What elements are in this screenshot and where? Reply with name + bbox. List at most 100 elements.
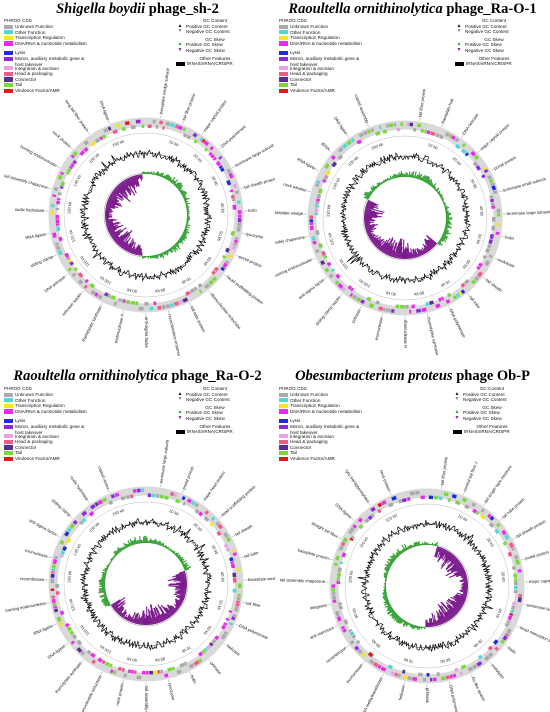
cds-arrow <box>97 657 103 663</box>
gc-skew-negative-bar <box>105 210 114 213</box>
kb-tick-label: 130 kb <box>66 201 72 215</box>
gc-skew-negative-bar <box>370 237 377 242</box>
gc-skew-positive-bar <box>98 587 106 590</box>
cds-arrow <box>53 605 58 609</box>
gc-skew-negative-bar <box>436 615 442 625</box>
cds-arrow <box>438 496 443 501</box>
legend-label: Head & packaging <box>15 71 53 77</box>
cds-arrow <box>165 121 171 127</box>
gc-skew-negative-bar <box>440 611 448 623</box>
gc-skew-positive-bar <box>160 172 163 177</box>
gc-skew-positive-bar <box>441 235 448 239</box>
gc-skew-negative-bar <box>108 228 117 234</box>
legend-swatch <box>279 41 288 46</box>
gc-skew-positive-bar <box>165 174 169 180</box>
cds-arrow <box>358 524 364 530</box>
gc-skew-negative-bar <box>364 215 383 218</box>
cds-arrow <box>231 245 237 251</box>
label-leader <box>100 671 103 676</box>
gc-skew-negative-bar <box>114 234 123 243</box>
gc-skew-negative-bar <box>453 568 465 575</box>
gc-skew-positive-bar <box>387 563 392 566</box>
gene-annotation-label: straight tail fiber <box>311 520 340 539</box>
gc-skew-positive-bar <box>399 550 403 554</box>
gc-skew-positive-bar <box>184 227 187 229</box>
cds-arrow <box>211 270 216 276</box>
cds-arrow <box>170 122 176 128</box>
gc-skew-positive-bar <box>176 241 180 244</box>
cds-arrow <box>425 301 430 306</box>
cds-arrow <box>182 297 189 303</box>
gc-skew-positive-bar <box>164 251 167 255</box>
triangle-down-icon: ▼ <box>177 396 183 403</box>
legend-label: Negative GC Skew <box>186 415 225 421</box>
label-leader <box>240 556 245 558</box>
gc-skew-negative-bar <box>124 244 129 251</box>
gc-content-track <box>79 517 213 651</box>
gc-skew-negative-bar <box>445 558 459 571</box>
cds-arrow <box>73 267 78 272</box>
cds-arrow <box>62 546 68 552</box>
gene-annotation-label: tRNA <box>320 141 331 152</box>
gc-skew-negative-bar <box>175 595 185 601</box>
gc-skew-positive-bar <box>401 549 405 553</box>
gc-skew-negative-bar <box>116 606 124 614</box>
cds-arrow <box>461 142 467 148</box>
gc-skew-positive-bar <box>185 226 190 229</box>
gene-annotation-label: terminase large subunit <box>527 602 550 615</box>
gc-skew-negative-bar <box>437 547 443 558</box>
legend-label: Other Function <box>15 397 46 403</box>
cds-arrow <box>103 127 109 133</box>
cds-arrow <box>438 134 444 140</box>
cds-arrow <box>72 150 78 157</box>
gc-skew-negative-bar <box>139 174 141 179</box>
cds-arrow <box>443 492 449 497</box>
label-leader <box>52 254 57 257</box>
gc-skew-negative-bar <box>383 237 394 254</box>
gc-skew-negative-bar <box>461 574 467 578</box>
cds-arrow <box>390 670 396 676</box>
label-leader <box>122 679 124 684</box>
cds-arrow <box>420 495 425 500</box>
cds-arrow <box>333 562 338 567</box>
gc-skew-negative-bar <box>152 611 158 624</box>
gc-skew-positive-bar <box>159 253 162 259</box>
cds-arrow <box>223 631 229 636</box>
gc-skew-positive-bar <box>177 555 181 559</box>
gc-skew-negative-bar <box>452 600 463 607</box>
cds-arrow <box>94 137 101 144</box>
cds-arrow <box>222 254 227 259</box>
gc-skew-negative-bar <box>446 604 458 615</box>
phrog-legend-item: Lysis <box>4 418 88 424</box>
gc-skew-negative-bar <box>384 245 391 255</box>
gc-skew-negative-bar <box>370 234 379 241</box>
cds-arrow <box>373 661 379 668</box>
gc-skew-positive-bar <box>408 545 411 549</box>
cds-arrow <box>236 596 241 601</box>
cds-arrow <box>403 675 408 680</box>
label-leader <box>359 305 362 310</box>
label-leader <box>467 293 471 297</box>
cds-arrow <box>511 565 516 570</box>
gc-skew-positive-bar <box>381 181 384 184</box>
kb-tick-label: 20 kb <box>192 522 203 533</box>
phage-name: phage_sh-2 <box>145 1 219 17</box>
label-leader <box>326 604 331 606</box>
gc-skew-positive-bar <box>444 205 447 207</box>
cds-arrow <box>355 296 362 302</box>
gc-skew-negative-bar <box>385 242 393 255</box>
label-leader <box>87 500 90 504</box>
cds-arrow <box>236 226 241 232</box>
gc-skew-negative-bar <box>176 590 186 595</box>
cds-arrow <box>94 292 99 297</box>
gene-annotation-label: thymidylate synthase <box>426 317 440 356</box>
cds-arrow <box>335 555 340 561</box>
gc-skew-positive-bar <box>159 173 162 177</box>
gc-skew-positive-bar <box>364 191 371 197</box>
legend-swatch <box>4 424 13 429</box>
gc-skew-positive-bar <box>436 542 439 547</box>
skew-negative-legend-item: ▼ Negative GC Skew <box>455 47 533 54</box>
gc-skew-positive-bar <box>418 626 421 630</box>
gc-skew-positive-bar <box>115 550 119 554</box>
gc-skew-positive-bar <box>171 246 177 253</box>
